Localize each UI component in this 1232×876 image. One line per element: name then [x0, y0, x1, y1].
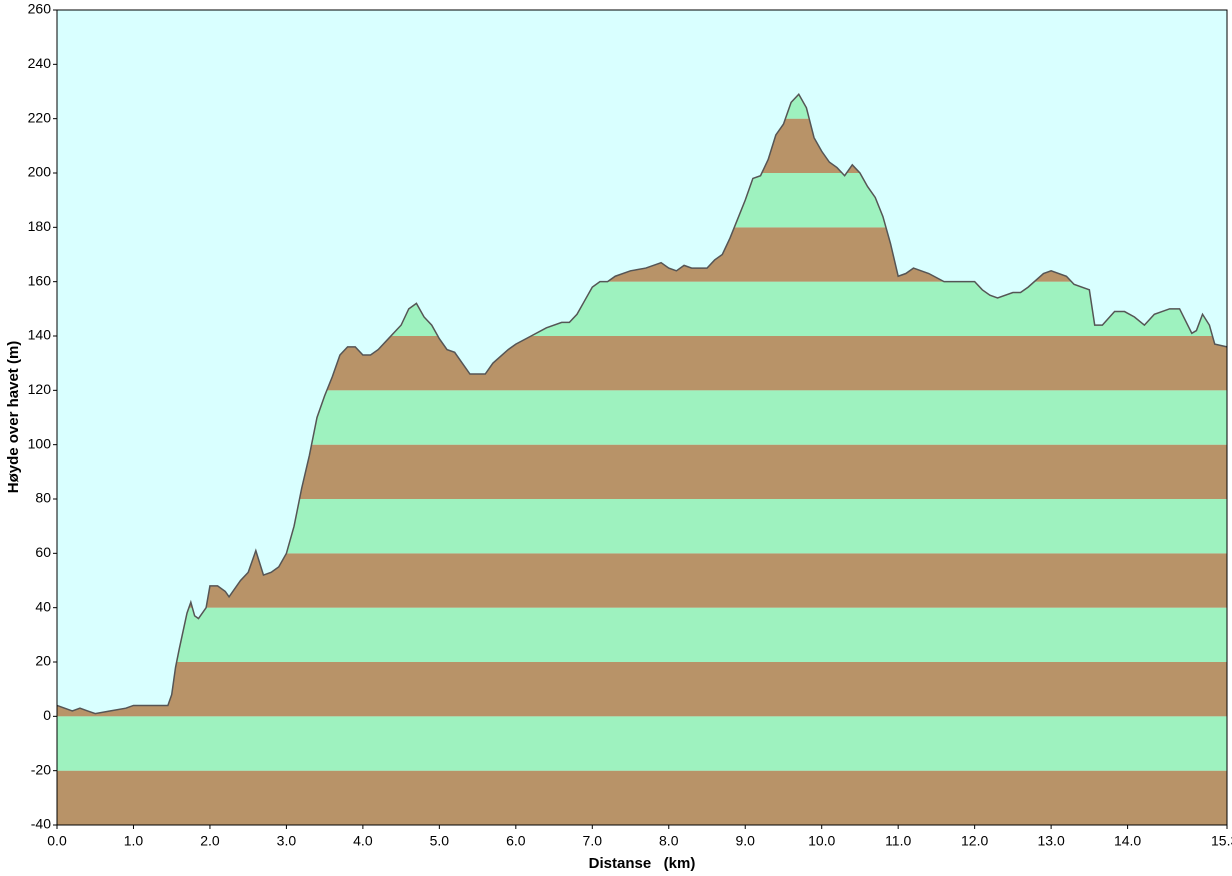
y-tick-label: 180 — [28, 218, 52, 234]
y-tick-label: 160 — [28, 272, 52, 288]
x-tick-label: 4.0 — [353, 833, 373, 849]
y-tick-label: -40 — [31, 816, 51, 832]
y-tick-label: 260 — [28, 1, 52, 17]
x-tick-label: 9.0 — [736, 833, 756, 849]
y-tick-label: 0 — [43, 707, 51, 723]
x-axis-label: Distanse (km) — [589, 855, 696, 872]
x-tick-label: 13.0 — [1037, 833, 1064, 849]
plot-frame — [56, 9, 1228, 826]
x-tick-label: 7.0 — [583, 833, 603, 849]
profile-line — [56, 92, 1228, 715]
y-tick-label: 140 — [28, 327, 52, 343]
y-tick-label: 240 — [28, 55, 52, 71]
y-tick-label: 20 — [35, 653, 51, 669]
x-tick-label: 8.0 — [659, 833, 679, 849]
x-tick-label: 10.0 — [808, 833, 835, 849]
y-tick-label: 100 — [28, 435, 52, 451]
elevation-band — [57, 662, 1227, 717]
y-tick-label: 60 — [35, 544, 51, 560]
y-tick-label: -20 — [31, 761, 51, 777]
x-tick-label: 11.0 — [885, 833, 911, 849]
x-tick-label: 0.0 — [47, 833, 67, 849]
x-tick-label: 3.0 — [277, 833, 297, 849]
x-tick-label: 1.0 — [124, 833, 144, 849]
x-tick-label: 6.0 — [506, 833, 526, 849]
y-tick-label: 120 — [28, 381, 52, 397]
elevation-band — [57, 716, 1227, 771]
y-tick-label: 220 — [28, 109, 52, 125]
x-tick-label: 12.0 — [961, 833, 988, 849]
x-tick-label: 5.0 — [430, 833, 450, 849]
y-tick-label: 80 — [35, 490, 51, 506]
elevation-band — [57, 770, 1227, 825]
x-tick-label: 14.0 — [1114, 833, 1141, 849]
y-axis-label: Høyde over havet (m) — [5, 341, 22, 494]
y-tick-label: 200 — [28, 164, 52, 180]
elevation-band — [57, 607, 1227, 662]
x-tick-label: 15.3 — [1211, 833, 1232, 849]
x-tick-label: 2.0 — [200, 833, 220, 849]
y-tick-label: 40 — [35, 598, 51, 614]
